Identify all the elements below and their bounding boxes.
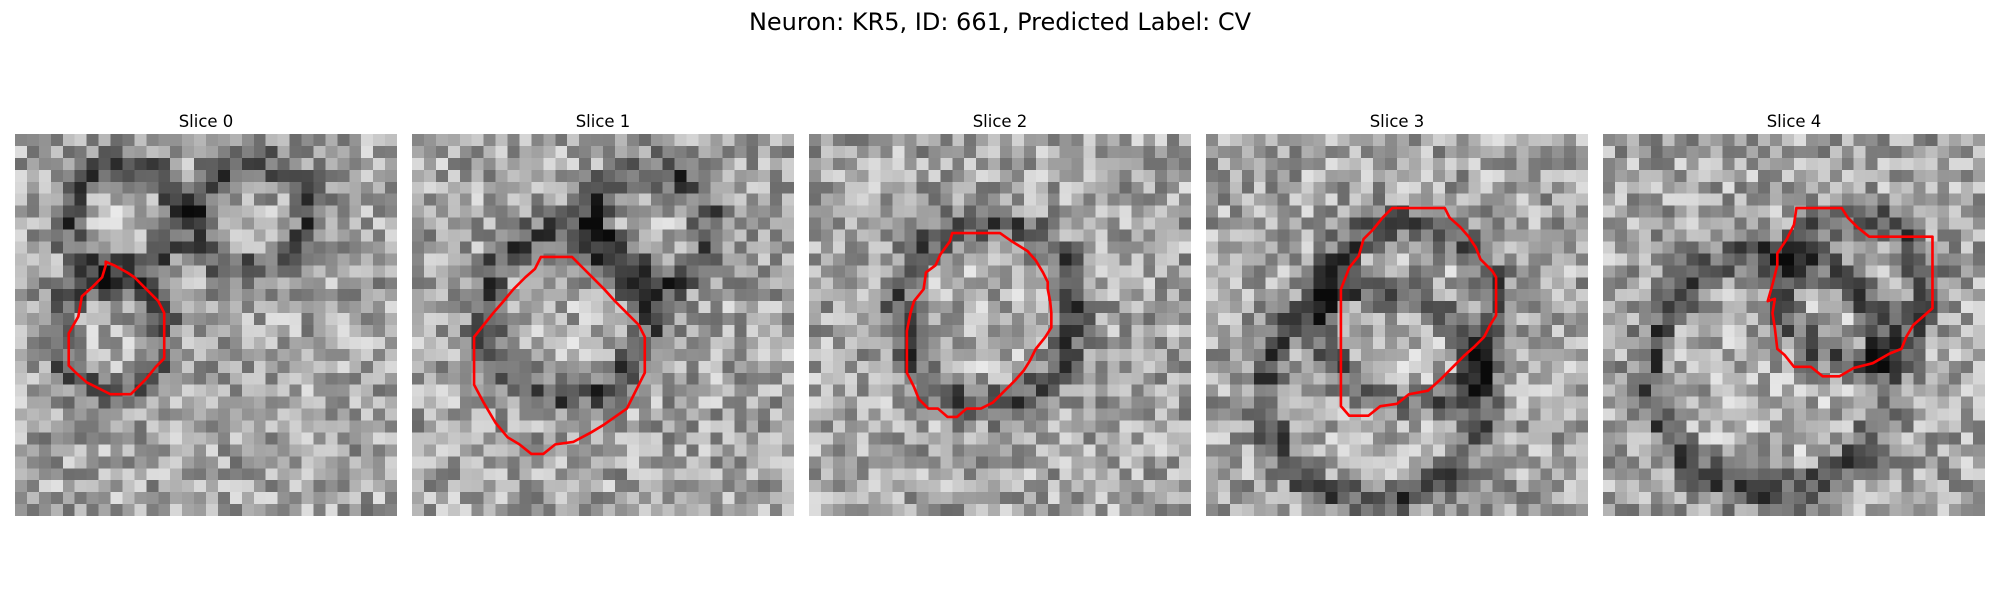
slice-panel-3: Slice 3 <box>1206 110 1588 516</box>
slice-image-3 <box>1206 134 1588 516</box>
figure-title: Neuron: KR5, ID: 661, Predicted Label: C… <box>748 8 1252 36</box>
slice-image-1 <box>412 134 794 516</box>
slice-image-2 <box>809 134 1191 516</box>
segmentation-contour-0 <box>67 260 166 396</box>
slice-panel-4: Slice 4 <box>1603 110 1985 516</box>
slice-image-4 <box>1603 134 1985 516</box>
segmentation-contour-2 <box>905 231 1053 419</box>
slice-title-4: Slice 4 <box>1766 112 1822 131</box>
segmentation-contour-4 <box>1766 206 1934 378</box>
slice-panel-2: Slice 2 <box>809 110 1191 516</box>
slice-panel-0: Slice 0 <box>15 110 397 516</box>
segmentation-contour-3 <box>1339 206 1498 418</box>
slice-title-2: Slice 2 <box>972 112 1028 131</box>
segmentation-contour-1 <box>472 255 647 456</box>
slice-title-0: Slice 0 <box>178 112 234 131</box>
slice-image-0 <box>15 134 397 516</box>
slice-title-1: Slice 1 <box>575 112 631 131</box>
slice-panel-1: Slice 1 <box>412 110 794 516</box>
slice-title-3: Slice 3 <box>1369 112 1425 131</box>
